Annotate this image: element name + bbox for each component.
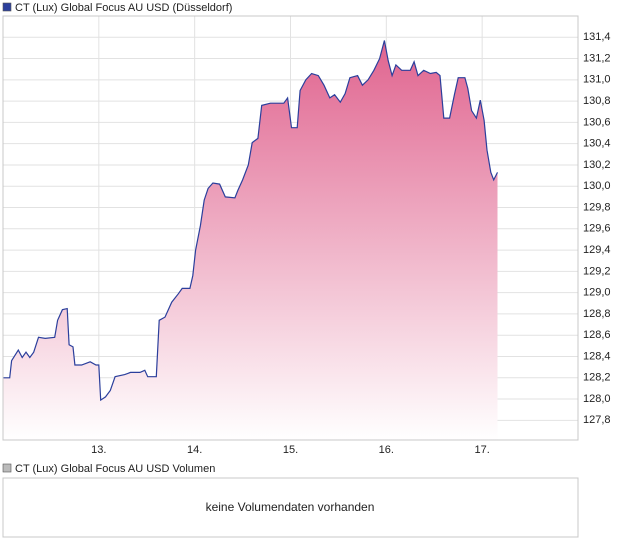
- x-tick-label: 17.: [475, 444, 490, 456]
- y-tick-label: 130,0: [583, 180, 611, 192]
- y-tick-label: 131,0: [583, 74, 611, 86]
- price-line: [3, 40, 499, 402]
- legend-icon: [2, 463, 12, 473]
- y-tick-label: 130,8: [583, 95, 611, 107]
- plot-frame: [2, 15, 579, 441]
- no-data-message: keine Volumendaten vorhanden: [206, 500, 375, 514]
- y-tick-label: 129,8: [583, 201, 611, 213]
- area-fill: [3, 40, 498, 440]
- y-tick-label: 127,8: [583, 414, 611, 426]
- y-tick-label: 130,2: [583, 159, 611, 171]
- y-tick-label: 128,8: [583, 308, 611, 320]
- volume-panel: [2, 477, 579, 538]
- y-tick-label: 128,2: [583, 372, 611, 384]
- x-tick-label: 14.: [187, 444, 202, 456]
- y-tick-label: 130,6: [583, 116, 611, 128]
- legend-icon: [2, 2, 12, 12]
- y-tick-label: 129,4: [583, 244, 611, 256]
- panel-title: CT (Lux) Global Focus AU USD Volumen: [15, 463, 215, 475]
- y-tick-label: 129,6: [583, 223, 611, 235]
- y-tick-label: 129,0: [583, 287, 611, 299]
- y-tick-label: 131,4: [583, 31, 611, 43]
- y-tick-label: 128,6: [583, 329, 611, 341]
- y-tick-label: 130,4: [583, 138, 611, 150]
- chart-title: CT (Lux) Global Focus AU USD (Düsseldorf…: [15, 2, 232, 14]
- y-tick-label: 128,4: [583, 350, 611, 362]
- x-tick-label: 15.: [283, 444, 298, 456]
- y-tick-label: 131,2: [583, 52, 611, 64]
- y-tick-label: 128,0: [583, 393, 611, 405]
- x-tick-label: 16.: [379, 444, 394, 456]
- x-tick-label: 13.: [91, 444, 106, 456]
- y-tick-label: 129,2: [583, 265, 611, 277]
